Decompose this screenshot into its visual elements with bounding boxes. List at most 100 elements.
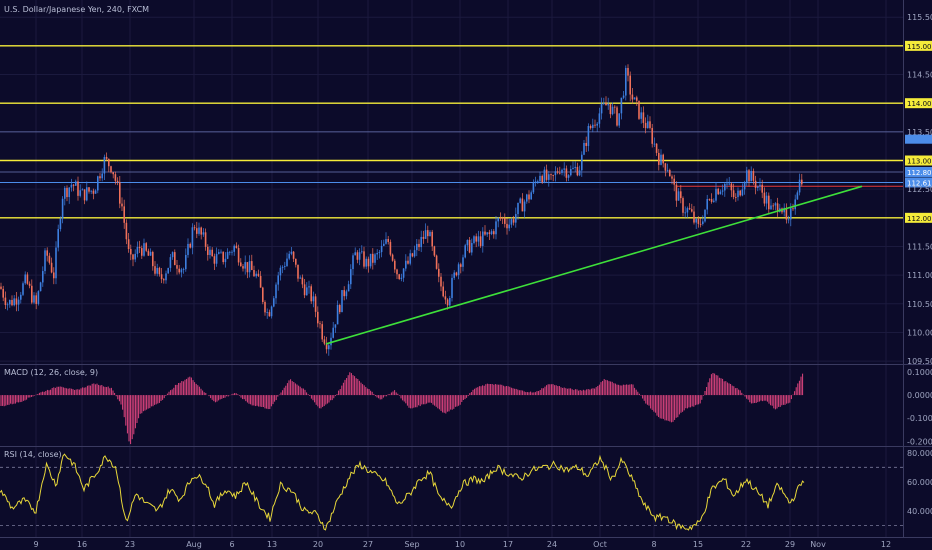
candle-body xyxy=(110,166,112,173)
candle-body xyxy=(783,207,785,213)
price-badge xyxy=(905,98,932,109)
candle-body xyxy=(112,172,114,175)
horizontal-levels[interactable] xyxy=(0,45,903,219)
candle-body xyxy=(273,298,275,307)
rsi-indicator xyxy=(0,453,903,531)
candle-body xyxy=(565,168,568,178)
candle-body xyxy=(0,286,2,289)
candle-body xyxy=(116,180,119,183)
x-tick-label: Oct xyxy=(593,540,607,549)
candle-body xyxy=(319,323,321,325)
candle-body xyxy=(752,170,755,181)
candle-body xyxy=(512,219,515,223)
candle-body xyxy=(462,257,464,267)
candle-body xyxy=(336,305,339,325)
candle-body xyxy=(684,212,686,214)
x-tick-label: 23 xyxy=(125,540,135,549)
candle-body xyxy=(398,274,400,279)
candle-body xyxy=(2,288,4,298)
candle-body xyxy=(354,252,356,256)
candle-body xyxy=(651,127,653,144)
candle-body xyxy=(561,169,563,173)
candle-body xyxy=(193,227,196,229)
trendline[interactable] xyxy=(325,185,863,345)
candle-body xyxy=(585,142,587,146)
candle-body xyxy=(578,170,581,176)
price-badge xyxy=(905,177,932,188)
macd-histogram xyxy=(0,372,804,445)
macd-title: MACD (12, 26, close, 9) xyxy=(4,368,98,377)
x-tick-label: 12 xyxy=(881,540,891,549)
candle-body xyxy=(361,251,363,253)
candle-body xyxy=(97,176,99,191)
candle-body xyxy=(26,274,29,284)
candle-body xyxy=(136,246,139,254)
candle-body xyxy=(649,121,651,128)
candle-body xyxy=(46,250,48,256)
candle-body xyxy=(770,205,772,210)
candle-body xyxy=(57,229,59,248)
candle-body xyxy=(277,275,279,285)
rsi-line xyxy=(0,453,805,531)
candle-body xyxy=(422,236,425,239)
candle-body xyxy=(567,175,570,178)
candle-body xyxy=(466,239,469,246)
candle-body xyxy=(134,253,136,260)
candle-body xyxy=(270,306,273,317)
candle-body xyxy=(237,248,240,263)
candle-body xyxy=(493,231,495,235)
candle-body xyxy=(658,152,660,165)
candle-body xyxy=(251,261,253,271)
candle-body xyxy=(288,253,290,259)
candle-body xyxy=(543,169,546,183)
candle-body xyxy=(537,181,539,183)
candle-body xyxy=(464,245,466,258)
candle-body xyxy=(765,195,768,204)
candle-body xyxy=(37,291,40,304)
candle-body xyxy=(497,217,499,222)
candle-body xyxy=(638,100,640,119)
candle-body xyxy=(187,243,189,255)
candle-body xyxy=(55,247,57,279)
candle-body xyxy=(372,253,374,263)
candle-body xyxy=(209,249,211,255)
candle-body xyxy=(123,206,125,223)
candle-body xyxy=(101,173,103,179)
candle-body xyxy=(572,167,574,170)
candle-body xyxy=(308,286,310,288)
price-badge-label: 113.000 xyxy=(907,158,932,166)
candle-body xyxy=(389,241,392,255)
candle-body xyxy=(207,246,209,255)
candle-body xyxy=(185,254,187,270)
candle-body xyxy=(794,199,796,210)
candle-body xyxy=(145,243,147,251)
candle-body xyxy=(431,231,433,247)
candle-body xyxy=(33,295,35,303)
x-tick-label: 10 xyxy=(455,540,465,549)
candle-body xyxy=(587,125,590,146)
candle-body xyxy=(763,192,766,204)
candle-body xyxy=(735,197,737,198)
candle-body xyxy=(607,104,609,106)
candle-body xyxy=(706,199,708,210)
candle-body xyxy=(378,252,381,253)
candle-body xyxy=(748,170,750,182)
candle-body xyxy=(592,124,594,129)
x-tick-label: 29 xyxy=(785,540,795,549)
candle-body xyxy=(17,299,20,305)
candle-body xyxy=(222,251,224,263)
candle-body xyxy=(662,154,664,164)
candle-body xyxy=(435,255,438,269)
candle-body xyxy=(677,191,680,201)
candle-body xyxy=(374,254,376,263)
candle-body xyxy=(264,301,266,313)
candle-body xyxy=(240,262,242,267)
candle-body xyxy=(644,122,647,129)
candle-body xyxy=(235,245,238,249)
candle-body xyxy=(699,223,702,225)
candle-body xyxy=(521,198,524,212)
candle-body xyxy=(59,218,62,230)
